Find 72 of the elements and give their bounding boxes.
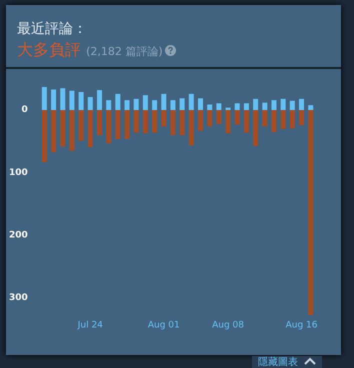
bar	[115, 94, 120, 110]
x-tick-label: Aug 16	[286, 320, 318, 330]
y-tick-label: 100	[8, 168, 28, 178]
bar	[262, 110, 268, 126]
bar	[207, 104, 212, 110]
x-tick-label: Aug 08	[212, 320, 244, 330]
bar	[69, 110, 74, 151]
bar	[60, 88, 66, 110]
bar	[170, 100, 176, 110]
bar	[180, 110, 185, 136]
bar	[253, 110, 258, 146]
bar	[152, 110, 158, 133]
x-tick-label: Jul 24	[76, 320, 104, 330]
bar	[106, 110, 112, 144]
y-tick-label: 300	[8, 293, 28, 304]
bar	[42, 87, 47, 110]
bar	[216, 103, 222, 110]
bar	[124, 100, 130, 110]
bar	[299, 110, 304, 126]
bar	[234, 103, 240, 110]
bar	[51, 90, 56, 110]
bar	[69, 90, 74, 110]
bar	[42, 110, 47, 162]
bar	[188, 94, 194, 110]
bar	[124, 110, 130, 139]
bar	[308, 110, 314, 315]
bar	[106, 100, 112, 110]
bar	[142, 95, 148, 110]
bar	[280, 110, 286, 129]
bar	[170, 110, 176, 136]
bar	[290, 110, 295, 128]
bar	[88, 97, 93, 110]
bar	[253, 98, 258, 110]
bar	[78, 110, 84, 141]
bar	[180, 98, 185, 110]
bar	[244, 103, 249, 110]
bar	[161, 110, 166, 126]
bar	[88, 110, 93, 148]
bar	[226, 110, 231, 134]
bar	[161, 94, 166, 110]
bar	[134, 110, 139, 133]
bar	[152, 100, 158, 110]
y-tick-label: 200	[8, 230, 28, 240]
bar	[271, 100, 276, 110]
bar	[188, 110, 194, 146]
bar	[142, 110, 148, 134]
bar	[96, 110, 102, 136]
chart-title: 最近評論：	[17, 20, 87, 38]
y-tick-label: 0	[22, 105, 28, 116]
bar	[226, 108, 231, 110]
bar	[96, 90, 102, 110]
bar	[299, 98, 304, 110]
chart-subtitle: 大多負評	[17, 40, 81, 59]
text: (2,182 篇評論)	[86, 45, 163, 58]
bar	[51, 110, 56, 152]
text: 隱藏圖表	[258, 357, 298, 368]
bar	[216, 110, 222, 124]
bar	[280, 98, 286, 110]
bar	[198, 98, 204, 110]
bar	[244, 110, 249, 133]
bar	[234, 110, 240, 125]
x-tick-label: Aug 01	[148, 320, 180, 330]
bar	[134, 98, 139, 110]
bar	[207, 110, 212, 126]
bar	[262, 102, 268, 110]
bar	[290, 100, 295, 110]
bar	[308, 105, 314, 110]
bar	[198, 110, 204, 131]
bar	[271, 110, 276, 132]
bar	[78, 92, 84, 110]
bar	[115, 110, 120, 139]
bar	[60, 110, 66, 147]
